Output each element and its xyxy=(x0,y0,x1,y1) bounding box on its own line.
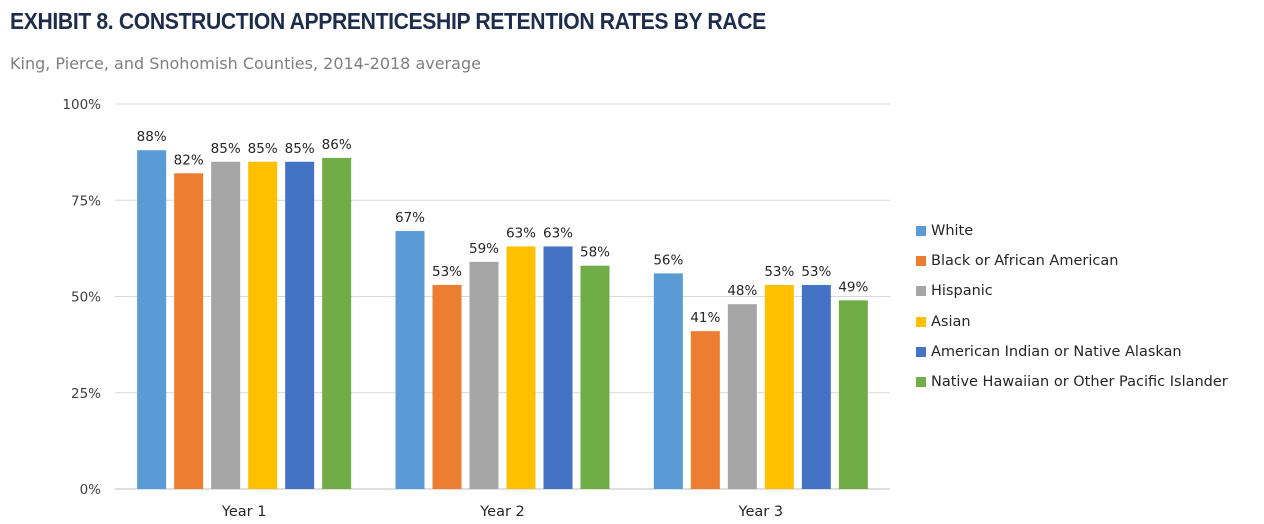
legend-item: Native Hawaiian or Other Pacific Islande… xyxy=(916,367,1228,397)
data-label: 85% xyxy=(248,141,278,157)
y-tick-label: 25% xyxy=(71,386,101,402)
legend-label: Black or African American xyxy=(931,253,1119,270)
data-label: 67% xyxy=(395,210,425,226)
data-label: 63% xyxy=(506,225,536,241)
data-label: 53% xyxy=(801,264,831,280)
bar xyxy=(543,246,573,489)
legend-swatch xyxy=(916,346,926,357)
bar xyxy=(395,231,425,490)
legend-item: American Indian or Native Alaskan xyxy=(916,337,1228,367)
x-tick-label: Year 1 xyxy=(221,504,267,520)
bar xyxy=(137,150,167,489)
legend-swatch xyxy=(916,226,926,237)
bar xyxy=(690,331,720,489)
data-label: 63% xyxy=(543,225,573,241)
y-tick-label: 75% xyxy=(71,193,101,209)
bar xyxy=(653,273,683,489)
bar xyxy=(432,284,462,489)
legend-label: American Indian or Native Alaskan xyxy=(931,343,1182,360)
bar xyxy=(285,161,315,489)
legend-item: Asian xyxy=(916,307,1228,337)
data-label: 56% xyxy=(653,252,683,268)
y-tick-label: 100% xyxy=(62,97,101,113)
chart-subtitle: King, Pierce, and Snohomish Counties, 20… xyxy=(10,54,481,73)
legend-label: Native Hawaiian or Other Pacific Islande… xyxy=(931,374,1228,391)
chart-legend: White Black or African American Hispanic As… xyxy=(916,216,1228,397)
bar xyxy=(322,157,352,489)
data-label: 49% xyxy=(838,279,868,295)
legend-label: Asian xyxy=(931,313,971,330)
legend-swatch xyxy=(916,286,926,297)
legend-swatch xyxy=(916,316,926,327)
y-tick-label: 0% xyxy=(80,482,102,498)
chart-title: EXHIBIT 8. CONSTRUCTION APPRENTICESHIP R… xyxy=(10,8,766,34)
bar xyxy=(838,300,868,489)
x-tick-label: Year 2 xyxy=(479,504,525,520)
data-label: 48% xyxy=(727,283,757,299)
bar xyxy=(248,161,278,489)
data-label: 88% xyxy=(137,129,167,145)
y-tick-label: 50% xyxy=(71,290,101,306)
legend-item: Black or African American xyxy=(916,246,1228,276)
data-label: 58% xyxy=(580,245,610,261)
bar xyxy=(727,304,757,489)
x-tick-label: Year 3 xyxy=(738,504,784,520)
data-label: 85% xyxy=(211,141,241,157)
legend-label: Hispanic xyxy=(931,283,993,300)
legend-swatch xyxy=(916,256,926,267)
bar xyxy=(580,265,610,489)
bar xyxy=(469,261,499,489)
data-label: 59% xyxy=(469,241,499,257)
bar xyxy=(801,284,831,489)
bar xyxy=(211,161,241,489)
legend-swatch xyxy=(916,377,926,388)
bar xyxy=(764,284,794,489)
bar xyxy=(174,173,204,490)
data-label: 86% xyxy=(322,137,352,153)
data-label: 85% xyxy=(285,141,315,157)
legend-item: White xyxy=(916,216,1228,246)
bar xyxy=(506,246,536,489)
legend-item: Hispanic xyxy=(916,276,1228,306)
data-label: 41% xyxy=(690,310,720,326)
data-label: 82% xyxy=(174,152,204,168)
data-label: 53% xyxy=(764,264,794,280)
data-label: 53% xyxy=(432,264,462,280)
legend-label: White xyxy=(931,223,974,240)
